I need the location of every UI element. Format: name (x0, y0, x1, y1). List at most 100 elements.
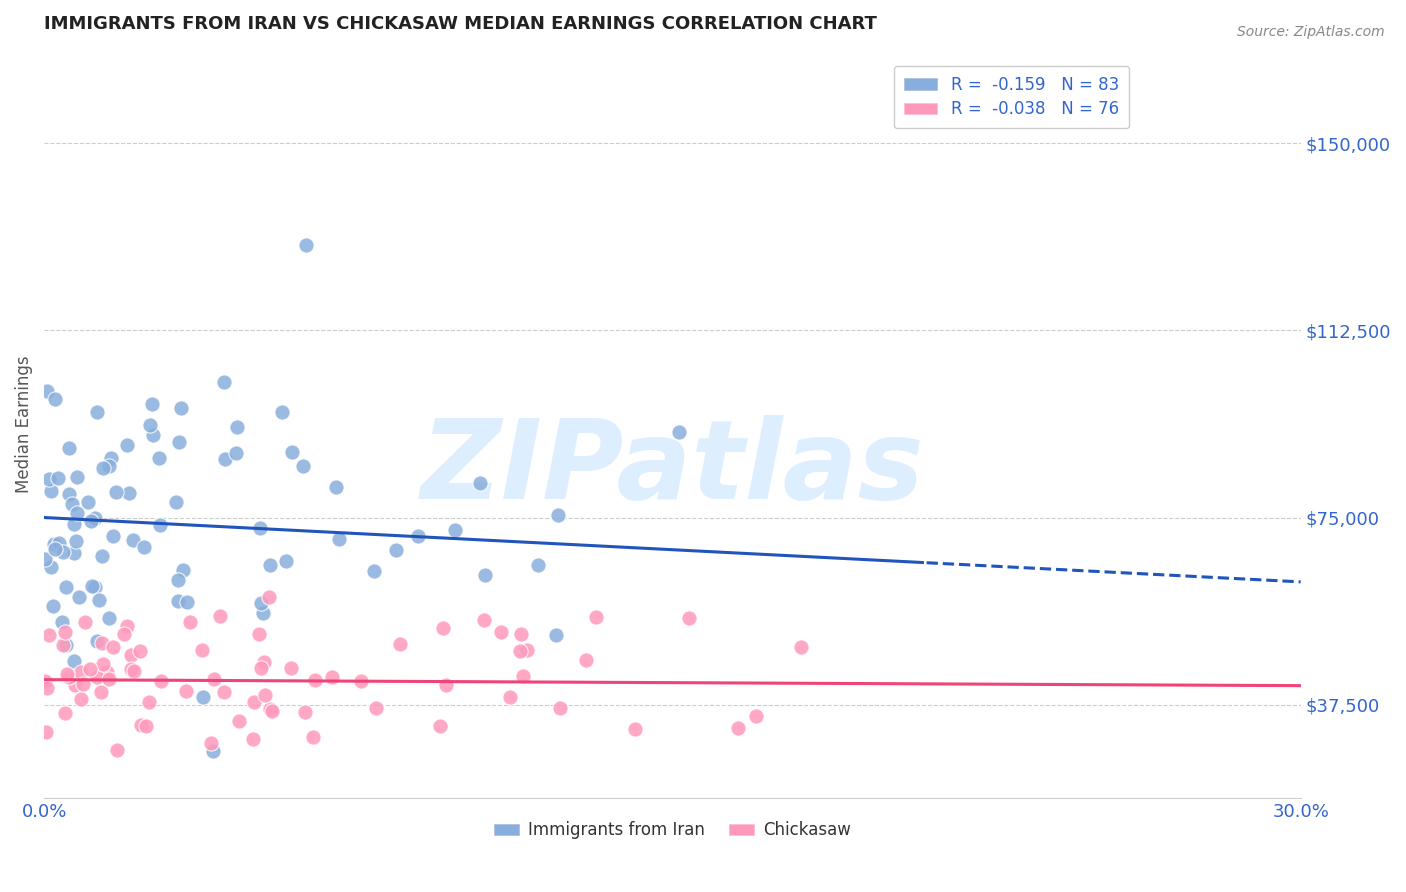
Point (69, 691, 91, 706)
Point (97, 673, 120, 687)
Point (208, 609, 231, 624)
Point (250, 660, 273, 674)
Point (252, 606, 274, 620)
Point (121, 648, 143, 663)
Point (135, 718, 157, 732)
Point (167, 593, 190, 607)
Point (176, 595, 198, 609)
Point (257, 591, 280, 605)
Point (472, 613, 495, 627)
Point (249, 521, 271, 535)
Point (509, 644, 531, 658)
Point (115, 618, 138, 632)
Y-axis label: Median Earnings: Median Earnings (15, 355, 32, 492)
Point (280, 661, 302, 675)
Point (262, 704, 284, 718)
Point (174, 684, 197, 698)
Point (212, 685, 235, 699)
Point (149, 518, 172, 533)
Text: IMMIGRANTS FROM IRAN VS CHICKASAW MEDIAN EARNINGS CORRELATION CHART: IMMIGRANTS FROM IRAN VS CHICKASAW MEDIAN… (44, 15, 877, 33)
Point (134, 540, 156, 554)
Point (52, 545, 75, 559)
Point (225, 446, 247, 460)
Point (73, 615, 96, 630)
Point (259, 702, 281, 716)
Point (72, 677, 94, 691)
Point (212, 375, 235, 389)
Point (129, 644, 152, 658)
Point (200, 736, 222, 750)
Point (474, 568, 496, 582)
Point (546, 628, 568, 642)
Point (62, 517, 84, 532)
Point (101, 640, 124, 654)
Point (585, 610, 607, 624)
Point (328, 532, 350, 546)
Point (51, 615, 73, 629)
Point (243, 695, 266, 709)
Point (90, 684, 112, 698)
Point (65, 534, 87, 549)
Point (79, 514, 101, 528)
Point (35, 725, 58, 739)
Point (468, 475, 491, 490)
Point (91, 657, 114, 672)
Point (120, 662, 142, 676)
Point (294, 705, 316, 719)
Point (122, 533, 145, 547)
Point (86, 405, 108, 419)
Point (38, 628, 60, 642)
Point (141, 397, 163, 411)
Point (167, 434, 190, 449)
Point (138, 695, 160, 709)
Point (325, 480, 347, 494)
Point (34, 674, 56, 689)
Point (122, 664, 145, 678)
Point (55, 580, 77, 594)
Point (115, 438, 138, 452)
Point (548, 700, 571, 714)
Point (118, 485, 141, 500)
Point (745, 708, 768, 723)
Point (247, 627, 270, 641)
Point (96, 665, 118, 679)
Point (304, 673, 326, 687)
Point (51, 638, 73, 652)
Point (100, 450, 122, 465)
Point (58, 669, 80, 683)
Point (53, 706, 76, 721)
Point (321, 669, 343, 683)
Point (250, 596, 273, 610)
Point (46, 471, 69, 485)
Point (170, 401, 193, 416)
Point (98, 458, 121, 473)
Point (253, 655, 276, 669)
Point (62, 546, 84, 560)
Point (214, 452, 236, 467)
Point (37, 681, 59, 695)
Point (97, 611, 120, 625)
Point (129, 718, 152, 732)
Point (363, 564, 385, 578)
Point (66, 469, 89, 483)
Point (295, 238, 318, 252)
Point (444, 523, 467, 537)
Point (191, 643, 214, 657)
Point (91, 461, 114, 475)
Point (193, 690, 215, 705)
Point (63, 654, 86, 668)
Point (58, 441, 80, 455)
Point (291, 458, 314, 473)
Point (228, 714, 250, 728)
Point (281, 445, 304, 459)
Point (434, 678, 457, 692)
Point (202, 744, 225, 758)
Point (150, 673, 173, 688)
Text: Source: ZipAtlas.com: Source: ZipAtlas.com (1237, 25, 1385, 39)
Point (226, 420, 249, 434)
Point (44, 542, 66, 557)
Point (575, 653, 598, 667)
Point (179, 615, 201, 630)
Point (86, 633, 108, 648)
Point (350, 673, 373, 688)
